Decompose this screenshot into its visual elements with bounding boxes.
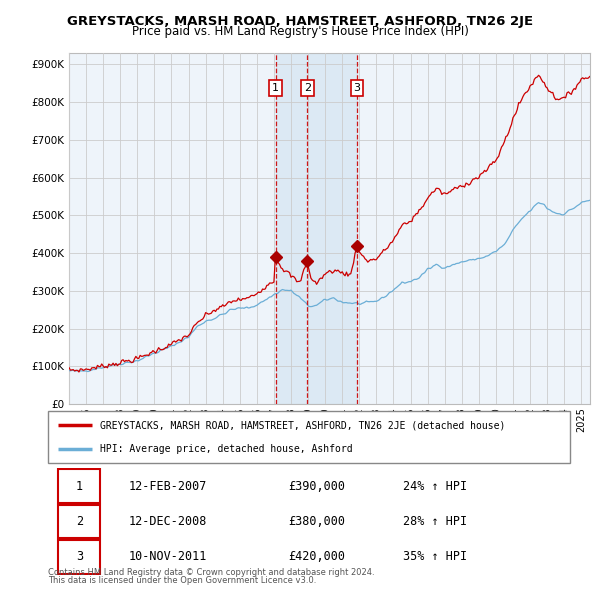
FancyBboxPatch shape [58,505,100,538]
Text: £420,000: £420,000 [288,550,345,563]
Text: This data is licensed under the Open Government Licence v3.0.: This data is licensed under the Open Gov… [48,576,316,585]
FancyBboxPatch shape [58,470,100,503]
Text: HPI: Average price, detached house, Ashford: HPI: Average price, detached house, Ashf… [100,444,353,454]
Text: 12-DEC-2008: 12-DEC-2008 [129,515,207,528]
Text: GREYSTACKS, MARSH ROAD, HAMSTREET, ASHFORD, TN26 2JE: GREYSTACKS, MARSH ROAD, HAMSTREET, ASHFO… [67,15,533,28]
FancyBboxPatch shape [48,411,570,463]
Text: 2: 2 [304,83,311,93]
Text: 28% ↑ HPI: 28% ↑ HPI [403,515,467,528]
Text: Price paid vs. HM Land Registry's House Price Index (HPI): Price paid vs. HM Land Registry's House … [131,25,469,38]
Text: 10-NOV-2011: 10-NOV-2011 [129,550,207,563]
Text: Contains HM Land Registry data © Crown copyright and database right 2024.: Contains HM Land Registry data © Crown c… [48,568,374,577]
Text: 35% ↑ HPI: 35% ↑ HPI [403,550,467,563]
Text: 24% ↑ HPI: 24% ↑ HPI [403,480,467,493]
Text: 1: 1 [272,83,279,93]
Text: 3: 3 [76,550,83,563]
Text: £390,000: £390,000 [288,480,345,493]
Text: £380,000: £380,000 [288,515,345,528]
Text: 2: 2 [76,515,83,528]
Text: 1: 1 [76,480,83,493]
Text: 3: 3 [353,83,361,93]
FancyBboxPatch shape [58,540,100,573]
Bar [275,53,357,404]
Text: 12-FEB-2007: 12-FEB-2007 [129,480,207,493]
Text: GREYSTACKS, MARSH ROAD, HAMSTREET, ASHFORD, TN26 2JE (detached house): GREYSTACKS, MARSH ROAD, HAMSTREET, ASHFO… [100,420,506,430]
